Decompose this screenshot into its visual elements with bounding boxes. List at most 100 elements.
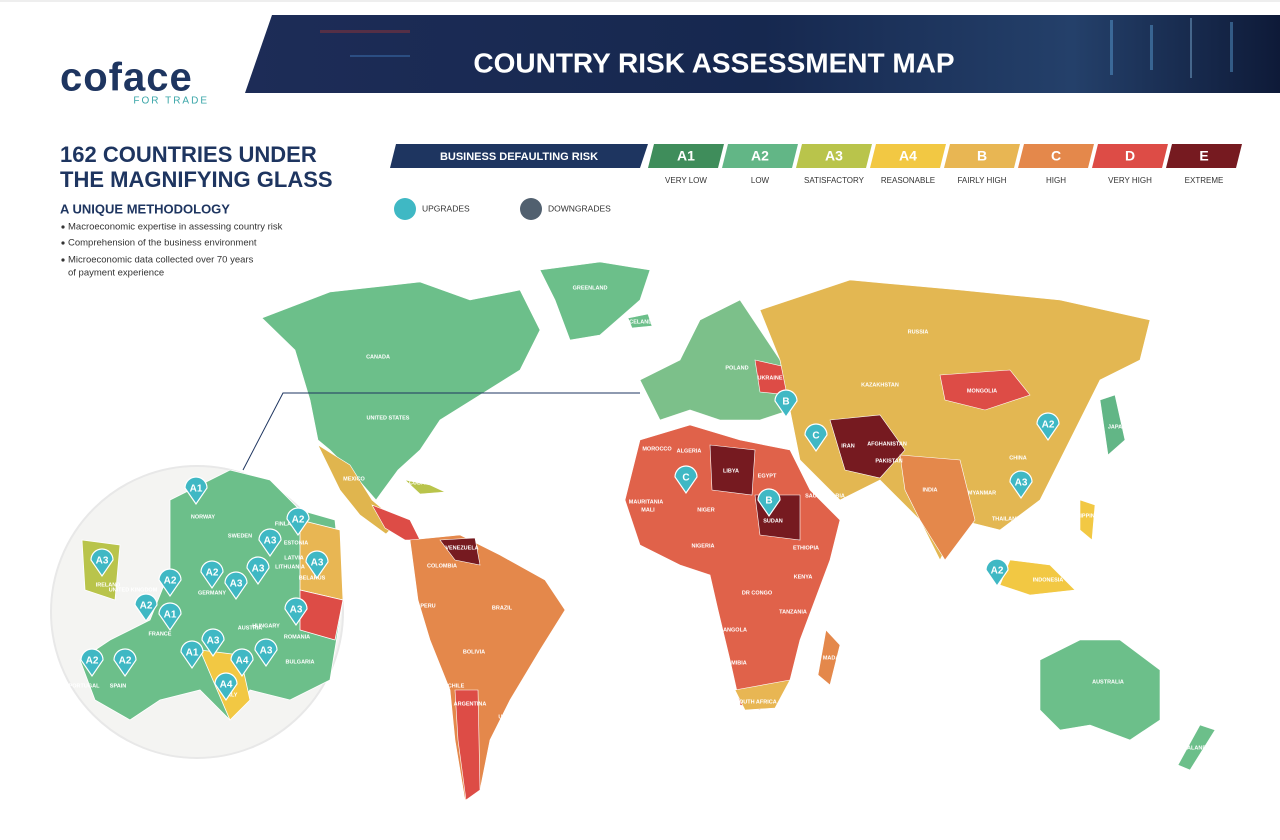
header-lights bbox=[320, 18, 1233, 78]
pin bbox=[254, 638, 278, 668]
pin bbox=[230, 648, 254, 678]
risk-code: A2 bbox=[751, 148, 769, 164]
pin-rating: A3 bbox=[252, 564, 265, 575]
country-label: PHILIPPINES bbox=[1068, 513, 1103, 519]
iran-afghanistan bbox=[829, 414, 906, 479]
japan bbox=[1099, 394, 1126, 456]
pin-rating: A3 bbox=[311, 558, 324, 569]
country-label: URUGUAY bbox=[498, 714, 526, 720]
country-label: AFGHANISTAN bbox=[867, 441, 907, 447]
southern-africa bbox=[734, 679, 791, 711]
country-label: MYANMAR bbox=[968, 490, 996, 496]
pin bbox=[305, 550, 329, 580]
country-label: UKRAINE bbox=[757, 375, 782, 381]
philippines bbox=[1079, 499, 1096, 541]
risk-swatch bbox=[722, 144, 798, 168]
country-label: AUSTRIA bbox=[238, 625, 262, 631]
risk-label: REASONABLE bbox=[881, 176, 935, 185]
pin-rating: A1 bbox=[190, 484, 203, 495]
argentina bbox=[454, 689, 481, 801]
country-label: EGYPT bbox=[758, 473, 777, 479]
risk-swatch bbox=[944, 144, 1020, 168]
country-label: FRANCE bbox=[149, 631, 172, 637]
risk-code: A3 bbox=[825, 148, 843, 164]
country-label: LIBYA bbox=[723, 468, 739, 474]
country-label: HUNGARY bbox=[252, 623, 280, 629]
country-label: VENEZUELA bbox=[445, 545, 478, 551]
country-label: COLOMBIA bbox=[427, 563, 457, 569]
pin-rating: C bbox=[682, 473, 689, 484]
pin-rating: A3 bbox=[260, 646, 273, 657]
country-label: ITALY bbox=[223, 692, 238, 698]
risk-code: C bbox=[1051, 148, 1061, 164]
pin bbox=[200, 560, 224, 590]
pin-rating: A2 bbox=[164, 576, 177, 587]
magnifier-line bbox=[242, 392, 640, 471]
pin-rating: A4 bbox=[236, 656, 249, 667]
risk-code: B bbox=[977, 148, 987, 164]
country-label: LITHUANIA bbox=[275, 564, 305, 570]
risk-code: D bbox=[1125, 148, 1135, 164]
country-label: DR CONGO bbox=[742, 590, 773, 596]
risk-label: VERY LOW bbox=[665, 176, 707, 185]
country-label: UNITED KINGDOM bbox=[109, 587, 158, 593]
risk-swatch bbox=[796, 144, 872, 168]
country-label: CHILE bbox=[448, 683, 465, 689]
country-label: POLAND bbox=[725, 365, 748, 371]
risk-swatch bbox=[1018, 144, 1094, 168]
country-label: PORTUGAL bbox=[69, 683, 101, 689]
pin bbox=[774, 389, 798, 419]
pin-rating: A3 bbox=[96, 556, 109, 567]
bullet-dot bbox=[61, 258, 65, 262]
country-label: AUSTRALIA bbox=[1092, 679, 1124, 685]
country-label: GREENLAND bbox=[573, 285, 608, 291]
asia bbox=[759, 279, 1151, 561]
risk-swatch bbox=[648, 144, 724, 168]
pin bbox=[284, 597, 308, 627]
risk-swatch bbox=[1092, 144, 1168, 168]
country-label: NORWAY bbox=[191, 514, 215, 520]
upgrade-swatch bbox=[394, 198, 416, 220]
legend-title: BUSINESS DEFAULTING RISK bbox=[440, 151, 598, 163]
country-label: NEW ZEALAND bbox=[1166, 745, 1207, 751]
country-label: PAKISTAN bbox=[875, 458, 902, 464]
country-label: GERMANY bbox=[198, 590, 226, 596]
country-label: INDONESIA bbox=[1033, 577, 1064, 583]
country-label: BELARUS bbox=[299, 575, 326, 581]
pin-rating: B bbox=[782, 397, 789, 408]
australia bbox=[1039, 639, 1161, 741]
headline: 162 COUNTRIES UNDER bbox=[60, 142, 317, 167]
logo-tagline: FOR TRADE bbox=[133, 96, 209, 107]
pin-rating: B bbox=[765, 496, 772, 507]
risk-code: E bbox=[1199, 148, 1208, 164]
country-label: ANGOLA bbox=[723, 627, 747, 633]
pin bbox=[674, 465, 698, 495]
pin bbox=[757, 488, 781, 518]
country-label: SOUTH AFRICA bbox=[735, 699, 776, 705]
bullet-dot bbox=[61, 241, 65, 245]
indonesia bbox=[999, 559, 1076, 596]
pin bbox=[201, 628, 225, 658]
pin-rating: A4 bbox=[220, 680, 233, 691]
risk-label: LOW bbox=[751, 176, 770, 185]
new-zealand bbox=[1177, 724, 1216, 771]
pin bbox=[113, 648, 137, 678]
country-label: IRAN bbox=[841, 443, 854, 449]
pin-rating: A2 bbox=[119, 656, 132, 667]
pin-rating: A3 bbox=[207, 636, 220, 647]
country-label: NIGERIA bbox=[692, 543, 715, 549]
country-label: LATVIA bbox=[284, 555, 303, 561]
risk-label: EXTREME bbox=[1185, 176, 1224, 185]
upgrade-label: UPGRADES bbox=[422, 203, 470, 213]
header-band bbox=[245, 15, 1280, 93]
bullet-dot bbox=[61, 225, 65, 229]
country-label: CUBA bbox=[409, 480, 425, 486]
bullet-list: Macroeconomic expertise in assessing cou… bbox=[61, 222, 283, 279]
country-label: ESTONIA bbox=[284, 540, 308, 546]
bullet-text: of payment experience bbox=[68, 268, 164, 279]
pin-rating: A3 bbox=[1015, 478, 1028, 489]
page-title: COUNTRY RISK ASSESSMENT MAP bbox=[473, 47, 954, 78]
country-label: SAUDI ARABIA bbox=[805, 493, 845, 499]
subtitle: A UNIQUE METHODOLOGY bbox=[60, 201, 230, 216]
risk-label: VERY HIGH bbox=[1108, 176, 1152, 185]
